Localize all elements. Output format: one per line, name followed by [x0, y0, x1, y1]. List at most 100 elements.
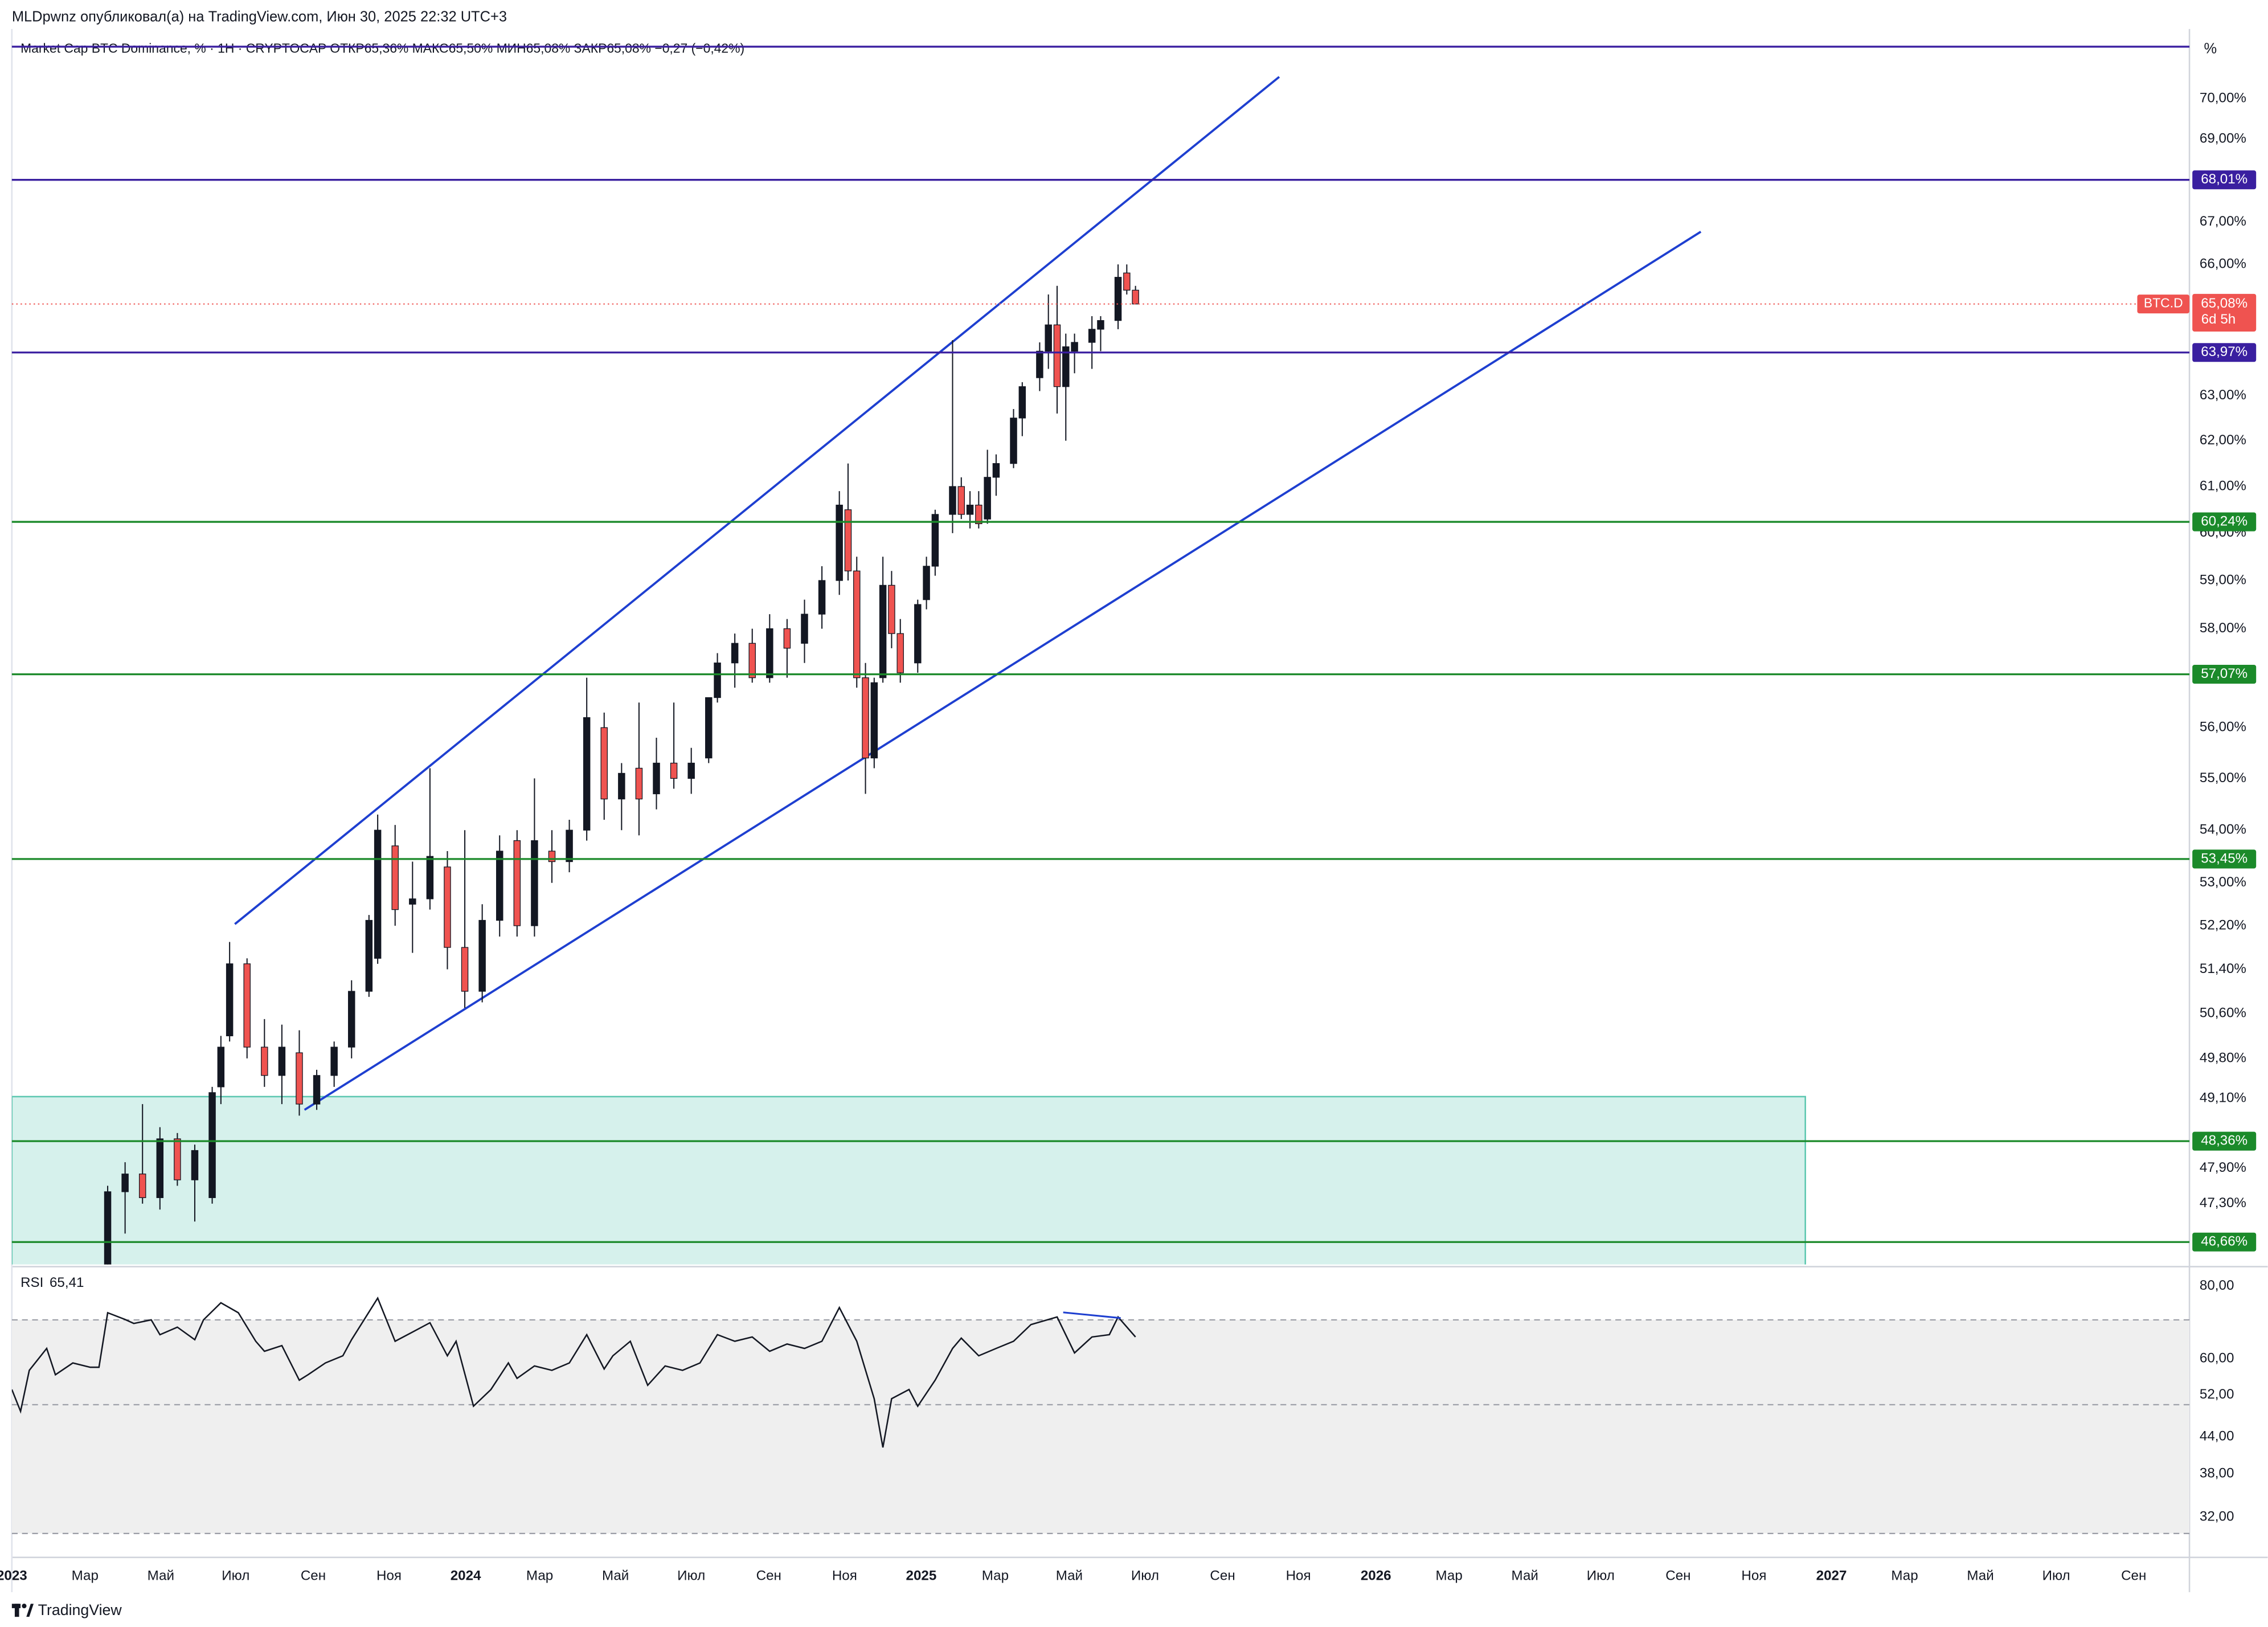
level-label: 63,97%: [2201, 344, 2247, 359]
x-tick-label: Июл: [2042, 1568, 2070, 1583]
x-tick-label: Сен: [756, 1568, 781, 1583]
candle-body: [191, 1150, 199, 1180]
symbol-label: BTC.D: [2144, 296, 2183, 310]
candle-body: [217, 1046, 225, 1088]
brand-logo: [11, 1604, 34, 1617]
candle-body: [1088, 329, 1096, 343]
y-tick-label: 59,00%: [2200, 572, 2246, 587]
candle-body: [1114, 277, 1122, 321]
x-tick-label: Май: [602, 1568, 629, 1583]
y-tick-label: 47,90%: [2200, 1160, 2246, 1175]
trendline: [304, 231, 1702, 1111]
level-label: 53,45%: [2201, 851, 2247, 866]
x-tick-label: Ноя: [376, 1568, 402, 1583]
symbol-box: [2137, 295, 2190, 314]
candle-body: [975, 504, 982, 525]
candle-body: [801, 614, 808, 644]
candle-body: [888, 584, 895, 634]
level-label-box: [2192, 665, 2257, 684]
y-tick-label: 49,80%: [2200, 1050, 2246, 1065]
candle-body: [984, 477, 991, 520]
x-tick-label: Июл: [1131, 1568, 1159, 1583]
candle-body: [278, 1046, 286, 1076]
candle-body: [957, 486, 965, 515]
y-tick-label: 63,00%: [2200, 387, 2246, 403]
x-tick-label: Июл: [1587, 1568, 1615, 1583]
x-tick-label: Май: [1056, 1568, 1083, 1583]
y-tick-label: 67,00%: [2200, 214, 2246, 229]
candle-body: [1071, 342, 1078, 352]
brand: TradingView: [38, 1601, 122, 1618]
candle-body: [748, 643, 756, 678]
x-tick-label: 2025: [906, 1568, 937, 1583]
candle-body: [391, 845, 399, 910]
rsi-band-fill: [11, 1319, 2190, 1534]
y-tick-label: 58,00%: [2200, 620, 2246, 636]
level-label: 48,36%: [2201, 1133, 2247, 1148]
candle-body: [409, 898, 416, 905]
candle-body: [1018, 386, 1026, 419]
candle-body: [879, 584, 887, 678]
x-tick-label: Сен: [301, 1568, 326, 1583]
candle-body: [853, 570, 861, 678]
level-label: 46,66%: [2201, 1234, 2247, 1249]
rsi-tick-label: 38,00: [2200, 1466, 2234, 1481]
y-tick-label: 49,10%: [2200, 1090, 2246, 1105]
x-tick-label: Сен: [2121, 1568, 2146, 1583]
candle-body: [635, 767, 643, 800]
candle-body: [618, 772, 625, 800]
candle-body: [226, 963, 234, 1036]
last-price-box: [2192, 293, 2257, 332]
x-tick-label: Ноя: [1286, 1568, 1311, 1583]
rsi-tick-label: 60,00: [2200, 1350, 2234, 1366]
rsi-tick-label: 32,00: [2200, 1509, 2234, 1524]
x-tick-label: Сен: [1210, 1568, 1235, 1583]
x-tick-label: Ноя: [1741, 1568, 1766, 1583]
y-tick-label: 51,40%: [2200, 961, 2246, 976]
candle-body: [513, 840, 521, 926]
level-label-box: [2192, 1131, 2257, 1151]
candle-body: [313, 1075, 321, 1105]
candle-body: [992, 463, 1000, 478]
candle-body: [208, 1092, 216, 1199]
candle-body: [1062, 346, 1070, 387]
candle-body: [705, 697, 713, 759]
candle-body: [548, 851, 556, 862]
y-tick-label: 56,00%: [2200, 720, 2246, 735]
candle-body: [931, 514, 939, 567]
level-label: 57,07%: [2201, 666, 2247, 681]
candle-body: [348, 991, 355, 1048]
candle-body: [531, 840, 538, 926]
author-line: MLDpwnz опубликовал(а) на TradingView.co…: [12, 9, 507, 24]
rsi-tick-label: 44,00: [2200, 1429, 2234, 1444]
rsi-tick-label: 80,00: [2200, 1278, 2234, 1293]
candle-body: [444, 866, 451, 948]
candle-body: [1132, 289, 1139, 305]
candle-body: [862, 677, 869, 759]
trendline: [234, 76, 1280, 925]
rsi-value: 65,41: [50, 1275, 84, 1290]
candle-body: [844, 509, 852, 571]
y-tick-label: 55,00%: [2200, 770, 2246, 786]
candle-body: [1010, 418, 1017, 464]
candle-body: [923, 566, 930, 600]
x-tick-label: Май: [148, 1568, 174, 1583]
y-tick-label: 54,00%: [2200, 822, 2246, 837]
candle-body: [914, 604, 922, 664]
candle-body: [1053, 324, 1061, 387]
candle-body: [870, 682, 878, 759]
candle-body: [687, 762, 695, 779]
x-tick-label: Мар: [526, 1568, 553, 1583]
candle-body: [583, 717, 591, 831]
level-label-box: [2192, 1232, 2257, 1252]
x-tick-label: Сен: [1665, 1568, 1690, 1583]
x-tick-label: 2023: [0, 1568, 27, 1583]
x-tick-label: Мар: [1891, 1568, 1918, 1583]
y-tick-label: 70,00%: [2200, 90, 2246, 105]
candle-body: [966, 504, 974, 515]
candle-body: [731, 643, 739, 664]
x-tick-label: Мар: [72, 1568, 99, 1583]
candle-body: [1097, 320, 1104, 330]
x-tick-label: Ноя: [832, 1568, 857, 1583]
